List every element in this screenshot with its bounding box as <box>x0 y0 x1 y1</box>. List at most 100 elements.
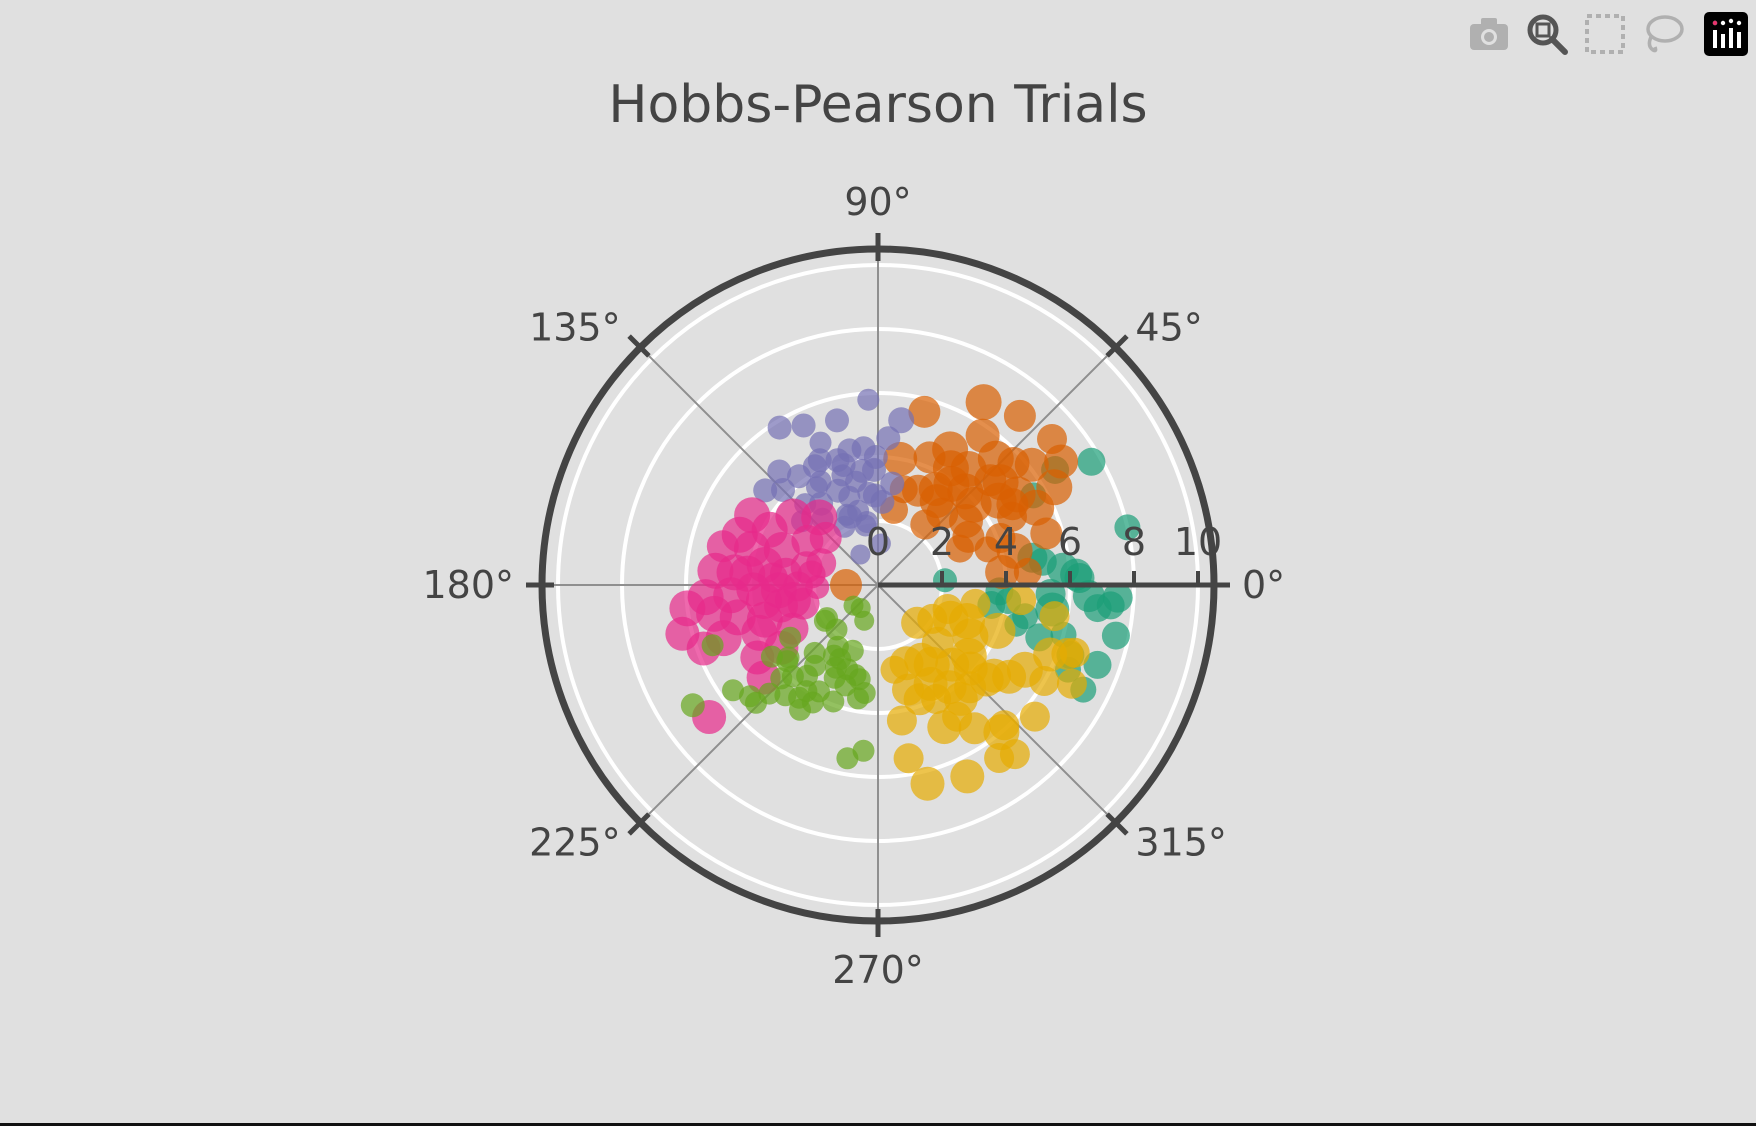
data-point <box>965 384 1002 421</box>
data-point <box>791 413 816 438</box>
data-point <box>857 388 880 411</box>
data-point <box>996 532 1033 569</box>
data-point <box>1083 594 1112 623</box>
data-point <box>876 426 901 451</box>
data-point <box>696 595 733 632</box>
data-point <box>716 554 753 591</box>
data-point <box>852 739 875 762</box>
data-point <box>1059 637 1090 668</box>
zoom-button[interactable] <box>1518 8 1576 60</box>
data-point <box>760 645 783 668</box>
data-point <box>1019 701 1050 732</box>
data-point <box>913 441 946 474</box>
data-point <box>949 603 985 639</box>
data-point <box>870 533 891 554</box>
data-point <box>774 582 811 618</box>
chart-title: Hobbs-Pearson Trials <box>608 75 1147 135</box>
radial-tick-label: 4 <box>994 520 1018 564</box>
data-point <box>883 441 918 476</box>
zoom-icon <box>1527 14 1568 55</box>
data-point <box>974 464 1007 497</box>
box-select-button[interactable] <box>1576 8 1634 60</box>
data-point <box>1114 514 1141 541</box>
data-point <box>880 471 905 496</box>
radial-tick-label: 10 <box>1174 520 1222 564</box>
data-point <box>984 743 1015 773</box>
data-point <box>777 646 800 669</box>
data-point <box>797 560 826 589</box>
data-point <box>838 504 863 529</box>
angular-tick <box>1105 812 1129 836</box>
data-point <box>841 639 864 662</box>
data-point <box>701 634 724 657</box>
data-point <box>854 610 875 631</box>
angular-tick-label: 90° <box>844 180 911 224</box>
data-point <box>830 569 862 601</box>
angular-tick <box>627 334 651 358</box>
data-point <box>809 470 832 493</box>
data-point <box>745 691 767 714</box>
download-plot-button[interactable] <box>1460 8 1518 60</box>
data-point <box>910 766 945 801</box>
radial-tick-label: 2 <box>930 520 954 564</box>
plotly-logo[interactable] <box>1704 12 1748 56</box>
data-point <box>767 415 792 440</box>
angular-tick <box>1105 334 1129 358</box>
angular-tick-label: 180° <box>422 563 514 607</box>
data-point <box>903 683 936 716</box>
angular-tick-label: 315° <box>1135 820 1227 864</box>
data-point <box>1077 447 1106 476</box>
data-point <box>1029 666 1060 696</box>
radial-tick-label: 8 <box>1122 520 1146 564</box>
modebar <box>1460 8 1748 60</box>
bottom-border <box>0 1123 1756 1126</box>
data-point <box>927 710 962 745</box>
data-point <box>680 693 705 718</box>
data-point <box>850 544 871 565</box>
data-point <box>880 655 909 684</box>
data-point <box>910 509 941 540</box>
data-point <box>809 521 842 554</box>
data-point <box>933 568 957 593</box>
data-point <box>996 488 1029 521</box>
data-point <box>908 395 941 428</box>
plotly-logo-icon <box>1704 12 1748 56</box>
angular-tick-label: 225° <box>529 820 621 864</box>
angular-tick-label: 135° <box>529 306 621 350</box>
box-select-icon <box>1585 14 1625 54</box>
data-point <box>1006 585 1037 616</box>
data-point <box>788 686 811 709</box>
lasso-select-button[interactable] <box>1634 8 1692 60</box>
data-point <box>779 626 802 649</box>
data-point <box>886 705 917 736</box>
angular-tick-label: 0° <box>1242 563 1285 607</box>
data-point <box>888 407 915 434</box>
data-point <box>893 743 924 774</box>
data-point <box>918 472 953 506</box>
data-point <box>1039 601 1070 632</box>
data-point <box>1003 399 1036 432</box>
data-point <box>1030 517 1063 550</box>
data-point <box>965 418 1000 453</box>
data-point <box>753 478 778 503</box>
data-point <box>823 666 846 689</box>
radial-tick-label: 0 <box>866 520 890 564</box>
data-point <box>862 457 886 482</box>
angular-tick-label: 270° <box>832 948 924 992</box>
angular-tick <box>627 812 651 836</box>
data-point <box>757 562 788 593</box>
data-point <box>847 687 869 710</box>
data-point <box>722 679 744 702</box>
data-point <box>950 759 985 794</box>
data-point <box>843 595 864 616</box>
angular-tick-label: 45° <box>1135 306 1202 350</box>
data-point <box>767 459 792 484</box>
data-point <box>952 520 985 553</box>
data-point <box>741 614 778 651</box>
data-point <box>983 714 1020 751</box>
data-point <box>825 408 849 433</box>
data-point <box>857 481 880 504</box>
data-point <box>1083 650 1112 679</box>
data-point <box>775 498 812 535</box>
